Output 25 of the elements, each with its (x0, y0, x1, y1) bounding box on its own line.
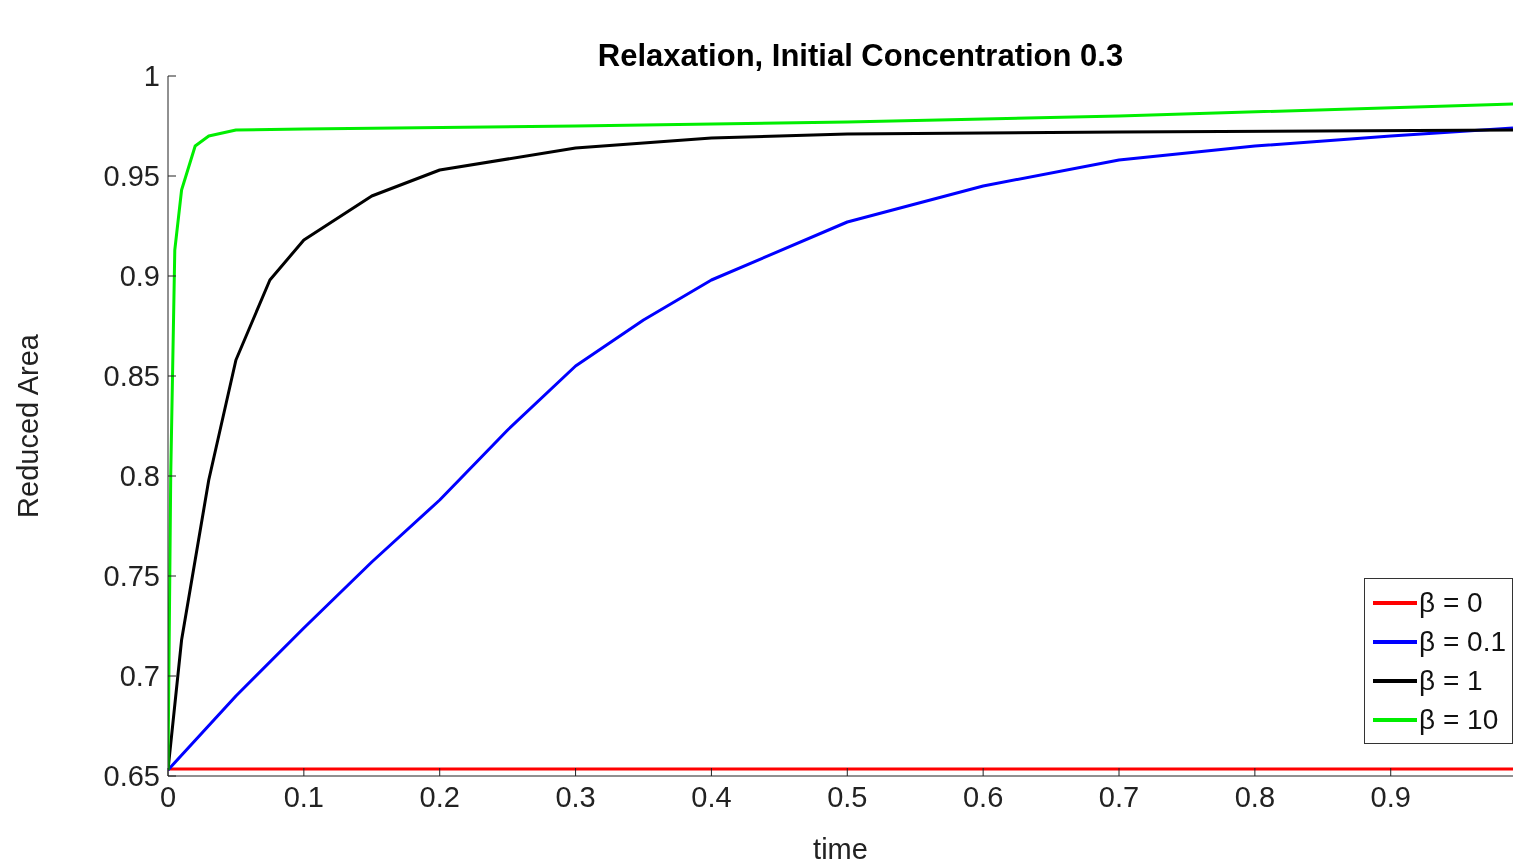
legend-label: β = 10 (1419, 703, 1499, 736)
x-tick-label: 0.4 (691, 780, 732, 813)
y-tick-label: 0.9 (119, 260, 160, 293)
y-tick-label: 0.65 (103, 760, 160, 793)
legend-label: β = 0 (1419, 586, 1483, 619)
x-tick-label: 0.5 (827, 780, 868, 813)
x-tick-label: 0.7 (1098, 780, 1140, 813)
chart-title: Relaxation, Initial Concentration 0.3 (596, 38, 1125, 74)
y-tick-label: 1 (143, 60, 160, 93)
y-tick-label: 0.95 (103, 160, 160, 193)
x-tick-label: 0.9 (1370, 780, 1411, 813)
y-axis-title: Reduced Area (12, 333, 45, 518)
legend-label: β = 0.1 (1419, 625, 1506, 658)
x-tick-label: 0.1 (283, 780, 325, 813)
x-axis-title: time (813, 833, 868, 865)
x-tick-label: 0.2 (419, 780, 460, 813)
y-tick-label: 0.75 (103, 560, 160, 593)
y-tick-label: 0.8 (119, 460, 160, 493)
x-tick-label: 0.3 (555, 780, 596, 813)
y-tick-label: 0.7 (119, 660, 160, 693)
x-tick-label: 0.8 (1234, 780, 1276, 813)
x-tick-label: 0.6 (962, 780, 1004, 813)
x-tick-label: 0 (159, 780, 177, 813)
y-tick-label: 0.85 (103, 360, 160, 393)
legend-label: β = 1 (1419, 664, 1483, 697)
